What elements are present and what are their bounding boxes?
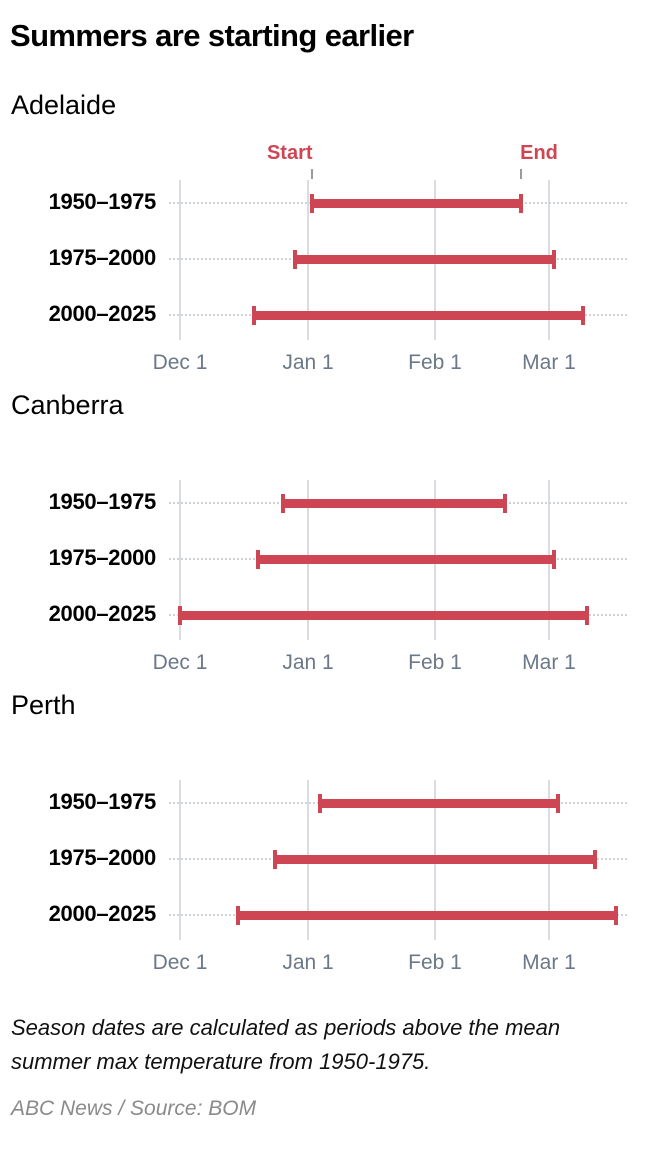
summer-range-bar [274,855,596,864]
range-start-cap [251,306,256,325]
x-axis-tick-label: Jan 1 [282,951,334,974]
range-start-cap [256,550,261,569]
range-end-cap [552,250,556,269]
x-axis-tick-label: Feb 1 [408,951,462,974]
city-heading: Canberra [11,390,124,420]
range-end-cap [519,194,524,213]
source-credit: ABC News / Source: BOM [11,1097,257,1120]
row-label: 1950–1975 [48,789,157,814]
range-end-cap [593,850,598,869]
row-label: 1950–1975 [48,489,157,514]
range-end-cap [552,550,556,569]
x-axis-tick-label: Jan 1 [282,651,334,674]
range-start-cap [235,906,240,925]
city-heading: Perth [11,690,76,720]
summer-range-bar [319,799,559,808]
row-label: 2000–2025 [48,901,157,926]
x-axis-tick-label: Mar 1 [522,951,576,974]
summer-range-bar [237,911,616,920]
end-annotation: End [520,142,558,164]
range-start-cap [317,794,322,813]
range-start-cap [178,606,182,625]
x-axis-tick-label: Feb 1 [408,651,462,674]
city-heading: Adelaide [11,90,117,120]
gridline [179,180,181,340]
range-start-cap [293,250,298,269]
range-start-cap [280,494,285,513]
row-label: 1950–1975 [48,189,157,214]
range-end-cap [556,794,561,813]
row-label: 1975–2000 [48,845,157,870]
summer-range-bar [180,611,587,620]
x-axis-tick-label: Mar 1 [522,651,576,674]
summer-range-bar [295,255,554,264]
gridline [179,780,181,940]
x-axis-tick-label: Dec 1 [152,351,208,374]
row-label: 1975–2000 [48,545,157,570]
start-annotation-tick [310,169,313,179]
start-annotation: Start [266,142,313,164]
row-label: 2000–2025 [48,301,157,326]
chart-title: Summers are starting earlier [10,18,414,53]
x-axis-tick-label: Feb 1 [408,351,462,374]
row-label: 2000–2025 [48,601,157,626]
x-axis-tick-label: Jan 1 [282,351,334,374]
summer-range-bar [253,311,583,320]
range-end-cap [502,494,507,513]
summer-range-bar [311,199,522,208]
gridline [179,480,181,640]
x-axis-tick-label: Dec 1 [152,651,208,674]
range-start-cap [309,194,314,213]
range-start-cap [272,850,277,869]
range-end-cap [584,606,589,625]
summer-range-bar [258,555,554,564]
range-end-cap [613,906,618,925]
end-annotation-tick [520,169,523,179]
x-axis-tick-label: Mar 1 [522,351,576,374]
summer-range-bar [282,499,505,508]
row-label: 1975–2000 [48,245,157,270]
x-axis-tick-label: Dec 1 [152,951,208,974]
methodology-note: Season dates are calculated as periods a… [11,1015,561,1074]
range-end-cap [580,306,585,325]
